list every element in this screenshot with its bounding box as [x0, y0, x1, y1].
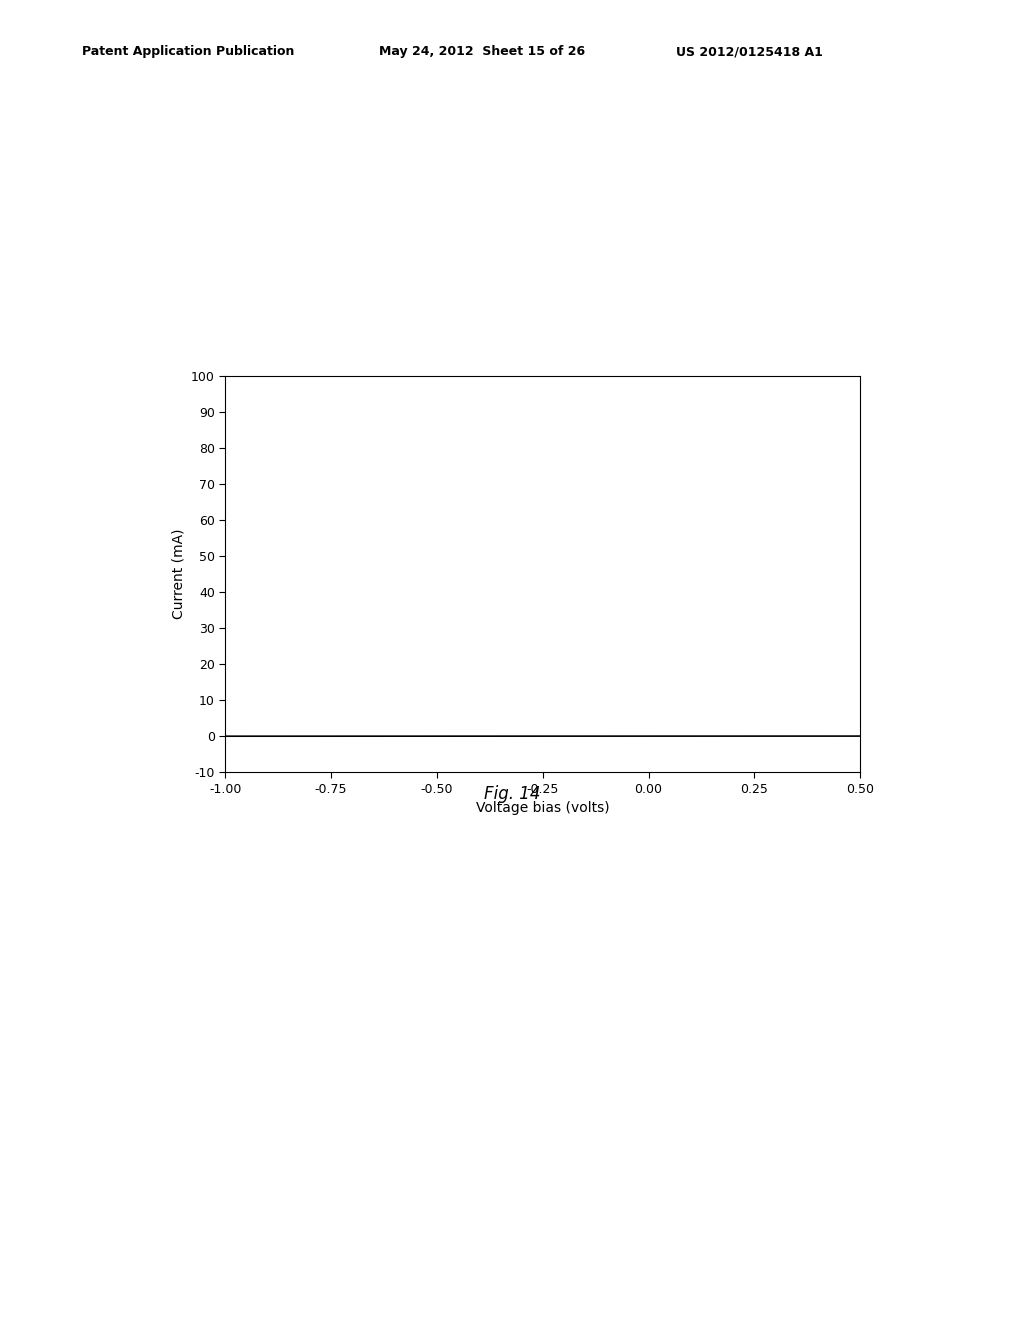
Text: US 2012/0125418 A1: US 2012/0125418 A1	[676, 45, 822, 58]
Y-axis label: Current (mA): Current (mA)	[171, 529, 185, 619]
X-axis label: Voltage bias (volts): Voltage bias (volts)	[476, 801, 609, 816]
Text: Fig. 14: Fig. 14	[483, 784, 541, 803]
Text: Patent Application Publication: Patent Application Publication	[82, 45, 294, 58]
Text: May 24, 2012  Sheet 15 of 26: May 24, 2012 Sheet 15 of 26	[379, 45, 585, 58]
